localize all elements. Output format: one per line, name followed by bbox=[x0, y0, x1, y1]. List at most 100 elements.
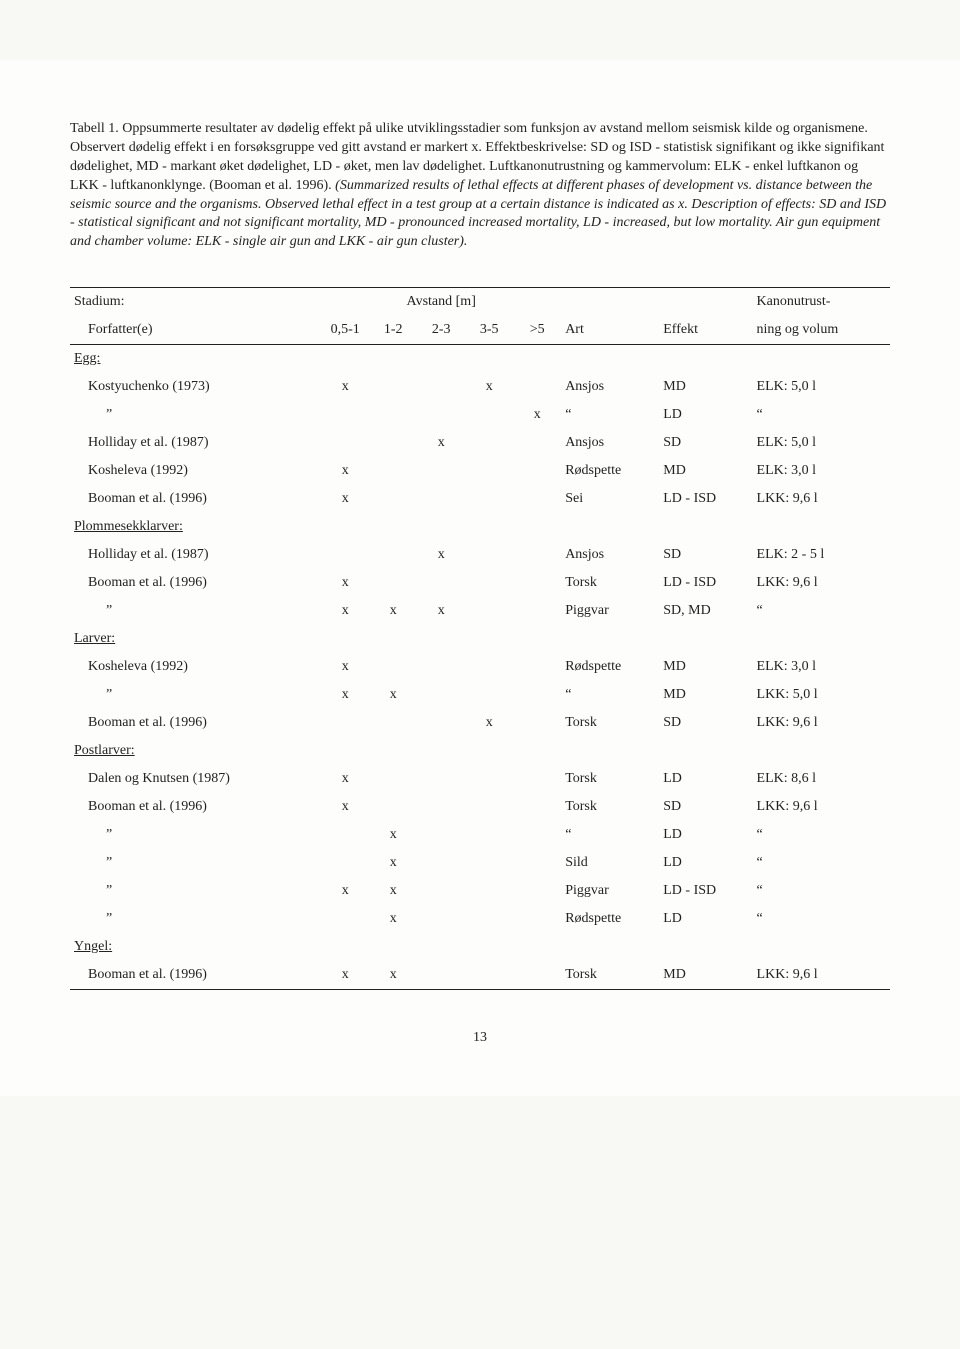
d4 bbox=[465, 569, 513, 597]
section-row: Postlarver: bbox=[70, 737, 890, 765]
d3 bbox=[417, 821, 465, 849]
d4 bbox=[465, 485, 513, 513]
d1: x bbox=[321, 653, 369, 681]
d3: x bbox=[417, 429, 465, 457]
d3 bbox=[417, 709, 465, 737]
d4 bbox=[465, 793, 513, 821]
kanon-cell: LKK: 9,6 l bbox=[753, 709, 890, 737]
table-row: Booman et al. (1996) x Torsk LD - ISD LK… bbox=[70, 569, 890, 597]
d4 bbox=[465, 429, 513, 457]
effekt-cell: SD bbox=[659, 709, 752, 737]
d3 bbox=[417, 373, 465, 401]
d5 bbox=[513, 905, 561, 933]
kanon-cell: “ bbox=[753, 849, 890, 877]
d1 bbox=[321, 401, 369, 429]
kanon-cell: LKK: 9,6 l bbox=[753, 485, 890, 513]
art-cell: Torsk bbox=[561, 569, 659, 597]
art-cell: Torsk bbox=[561, 765, 659, 793]
effekt-cell: MD bbox=[659, 681, 752, 709]
art-cell: “ bbox=[561, 681, 659, 709]
d1: x bbox=[321, 765, 369, 793]
section-larver: Larver: bbox=[74, 631, 115, 646]
kanon-cell: LKK: 9,6 l bbox=[753, 793, 890, 821]
d5 bbox=[513, 877, 561, 905]
d1 bbox=[321, 905, 369, 933]
header-kanon: Kanonutrust- bbox=[753, 288, 890, 317]
author-cell: Booman et al. (1996) bbox=[70, 793, 321, 821]
d2 bbox=[369, 653, 417, 681]
header-stadium: Stadium: bbox=[70, 288, 321, 317]
effekt-cell: LD bbox=[659, 821, 752, 849]
kanon-cell: ELK: 8,6 l bbox=[753, 765, 890, 793]
effekt-cell: SD bbox=[659, 429, 752, 457]
table-row: ” x Sild LD “ bbox=[70, 849, 890, 877]
table-row: Booman et al. (1996) x x Torsk MD LKK: 9… bbox=[70, 961, 890, 990]
table-row: ” x “ LD “ bbox=[70, 821, 890, 849]
d3: x bbox=[417, 541, 465, 569]
kanon-cell: LKK: 9,6 l bbox=[753, 961, 890, 990]
effekt-cell: LD bbox=[659, 849, 752, 877]
art-cell: Piggvar bbox=[561, 877, 659, 905]
d1 bbox=[321, 821, 369, 849]
effekt-cell: LD - ISD bbox=[659, 569, 752, 597]
d5 bbox=[513, 961, 561, 990]
d3 bbox=[417, 569, 465, 597]
d2: x bbox=[369, 597, 417, 625]
table-row: Dalen og Knutsen (1987) x Torsk LD ELK: … bbox=[70, 765, 890, 793]
d4: x bbox=[465, 373, 513, 401]
art-cell: Ansjos bbox=[561, 429, 659, 457]
author-cell: Booman et al. (1996) bbox=[70, 961, 321, 990]
d2 bbox=[369, 709, 417, 737]
effekt-cell: MD bbox=[659, 457, 752, 485]
art-cell: Torsk bbox=[561, 961, 659, 990]
kanon-cell: ELK: 3,0 l bbox=[753, 653, 890, 681]
author-cell: Holliday et al. (1987) bbox=[70, 541, 321, 569]
d1: x bbox=[321, 961, 369, 990]
art-cell: Ansjos bbox=[561, 541, 659, 569]
d3 bbox=[417, 793, 465, 821]
d2 bbox=[369, 485, 417, 513]
d4 bbox=[465, 821, 513, 849]
table-header-row-1: Stadium: Avstand [m] Kanonutrust- bbox=[70, 288, 890, 317]
table-row: ” x “ LD “ bbox=[70, 401, 890, 429]
section-egg: Egg: bbox=[74, 351, 100, 366]
d4 bbox=[465, 765, 513, 793]
header-d5: >5 bbox=[513, 316, 561, 345]
art-cell: Torsk bbox=[561, 793, 659, 821]
d1 bbox=[321, 429, 369, 457]
section-row: Egg: bbox=[70, 345, 890, 374]
header-avstand: Avstand [m] bbox=[321, 288, 561, 317]
d4 bbox=[465, 877, 513, 905]
author-cell: ” bbox=[70, 401, 321, 429]
d3 bbox=[417, 905, 465, 933]
kanon-cell: “ bbox=[753, 597, 890, 625]
art-cell: Ansjos bbox=[561, 373, 659, 401]
table-row: ” x Rødspette LD “ bbox=[70, 905, 890, 933]
header-effekt: Effekt bbox=[659, 316, 752, 345]
kanon-cell: “ bbox=[753, 877, 890, 905]
author-cell: ” bbox=[70, 877, 321, 905]
effekt-cell: SD bbox=[659, 541, 752, 569]
table-row: Booman et al. (1996) x Torsk SD LKK: 9,6… bbox=[70, 793, 890, 821]
d5 bbox=[513, 849, 561, 877]
d4 bbox=[465, 457, 513, 485]
effekt-cell: MD bbox=[659, 653, 752, 681]
effekt-cell: SD bbox=[659, 793, 752, 821]
header-forfatter: Forfatter(e) bbox=[70, 316, 321, 345]
d5: x bbox=[513, 401, 561, 429]
section-row: Yngel: bbox=[70, 933, 890, 961]
table-row: Kostyuchenko (1973) x x Ansjos MD ELK: 5… bbox=[70, 373, 890, 401]
header-d2: 1-2 bbox=[369, 316, 417, 345]
author-cell: Booman et al. (1996) bbox=[70, 569, 321, 597]
d4: x bbox=[465, 709, 513, 737]
section-plom: Plommesekklarver: bbox=[74, 519, 183, 534]
kanon-cell: ELK: 5,0 l bbox=[753, 373, 890, 401]
page-number: 13 bbox=[70, 1030, 890, 1046]
effekt-cell: LD - ISD bbox=[659, 485, 752, 513]
d5 bbox=[513, 681, 561, 709]
d1: x bbox=[321, 597, 369, 625]
header-blank bbox=[659, 288, 752, 317]
d5 bbox=[513, 765, 561, 793]
d5 bbox=[513, 569, 561, 597]
table-row: Booman et al. (1996) x Torsk SD LKK: 9,6… bbox=[70, 709, 890, 737]
